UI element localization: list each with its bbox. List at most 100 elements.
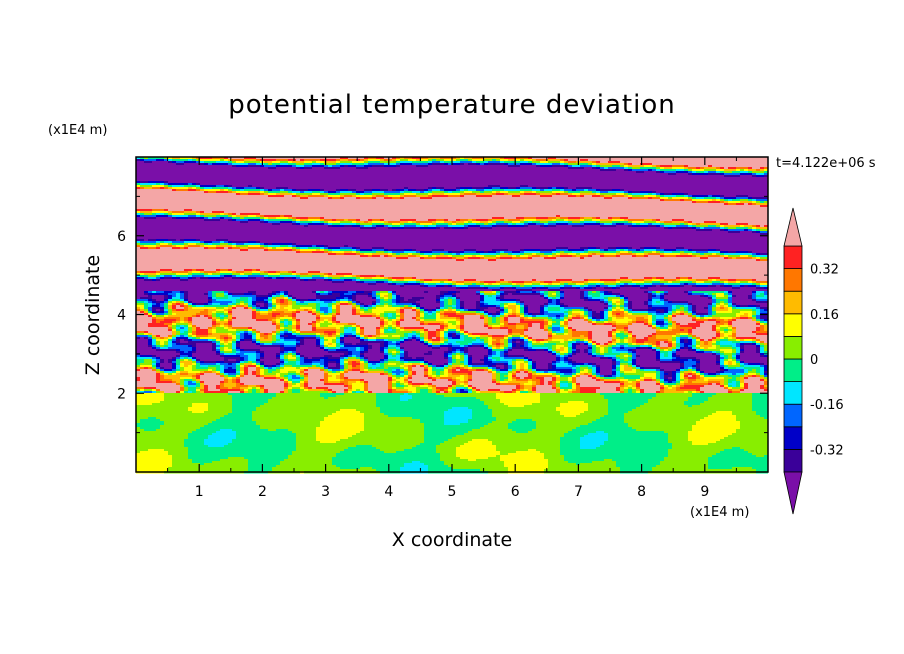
contour-cell <box>596 319 600 322</box>
contour-cell <box>568 327 572 330</box>
contour-cell <box>288 297 292 300</box>
contour-cell <box>224 291 228 294</box>
contour-cell <box>456 319 460 322</box>
contour-cell <box>156 271 160 274</box>
contour-cell <box>468 335 480 338</box>
contour-cell <box>404 307 412 310</box>
contour-cell <box>512 333 520 336</box>
contour-cell <box>696 341 700 344</box>
contour-cell <box>316 161 324 164</box>
contour-cell <box>244 303 248 306</box>
contour-cell <box>212 157 224 160</box>
contour-cell <box>360 309 364 312</box>
contour-cell <box>564 317 568 320</box>
contour-cell <box>648 301 652 304</box>
contour-cell <box>296 275 300 278</box>
contour-cell <box>188 317 192 320</box>
contour-cell <box>512 285 520 288</box>
contour-cell <box>444 325 448 328</box>
contour-cell <box>160 183 164 186</box>
contour-cell <box>380 351 384 354</box>
contour-cell <box>500 289 516 292</box>
contour-cell <box>608 315 612 318</box>
contour-cell <box>552 255 556 258</box>
contour-cell <box>480 311 484 314</box>
contour-cell <box>320 219 324 222</box>
contour-cell <box>484 281 496 284</box>
contour-cell <box>336 159 340 162</box>
contour-cell <box>652 301 656 304</box>
contour-cell <box>444 321 448 324</box>
contour-cell <box>492 337 504 340</box>
contour-cell <box>404 327 424 330</box>
contour-cell <box>136 201 692 204</box>
contour-cell <box>456 287 460 290</box>
contour-cell <box>176 339 180 342</box>
contour-cell <box>144 293 148 296</box>
contour-cell <box>388 339 400 342</box>
contour-cell <box>156 215 168 218</box>
contour-cell <box>756 255 768 258</box>
contour-cell <box>652 347 656 350</box>
contour-cell <box>632 163 640 166</box>
contour-cell <box>172 247 180 250</box>
contour-cell <box>532 317 548 320</box>
contour-cell <box>180 339 184 342</box>
contour-cell <box>204 293 208 296</box>
contour-cell <box>656 343 660 346</box>
contour-cell <box>312 311 316 314</box>
contour-cell <box>652 323 656 326</box>
contour-cell <box>380 349 384 352</box>
contour-cell <box>188 295 208 298</box>
contour-cell <box>492 343 496 346</box>
contour-cell <box>556 193 560 196</box>
contour-cell <box>320 337 324 340</box>
contour-cell <box>216 245 232 248</box>
contour-cell <box>532 341 536 344</box>
contour-cell <box>556 221 568 224</box>
contour-cell <box>556 333 564 336</box>
contour-cell <box>196 343 212 346</box>
contour-cell <box>644 253 648 256</box>
contour-cell <box>728 309 732 312</box>
contour-cell <box>292 297 296 300</box>
contour-cell <box>492 353 496 356</box>
contour-cell <box>672 251 680 254</box>
contour-cell <box>664 251 672 254</box>
contour-cell <box>640 247 644 250</box>
contour-cell <box>572 347 576 350</box>
contour-cell <box>628 217 768 220</box>
contour-cell <box>212 319 216 322</box>
contour-cell <box>228 311 232 314</box>
contour-cell <box>516 325 524 328</box>
contour-cell <box>680 313 684 316</box>
contour-cell <box>220 273 232 276</box>
contour-cell <box>412 303 416 306</box>
contour-cell <box>720 329 724 332</box>
contour-cell <box>340 223 356 226</box>
contour-cell <box>444 351 448 354</box>
contour-cell <box>452 301 456 304</box>
contour-cell <box>488 319 492 322</box>
contour-cell <box>376 317 380 320</box>
contour-cell <box>356 191 364 194</box>
contour-cell <box>296 327 300 330</box>
contour-cell <box>356 309 360 312</box>
contour-cell <box>192 159 196 162</box>
contour-cell <box>388 347 396 350</box>
contour-cell <box>720 327 728 330</box>
contour-cell <box>612 223 616 226</box>
contour-cell <box>728 297 732 300</box>
contour-cell <box>288 291 312 294</box>
contour-cell <box>440 339 444 342</box>
contour-cell <box>504 309 508 312</box>
contour-cell <box>756 347 760 350</box>
contour-cell <box>192 337 196 340</box>
contour-cell <box>680 337 688 340</box>
contour-cell <box>576 345 588 348</box>
contour-cell <box>356 221 364 224</box>
contour-cell <box>500 281 508 284</box>
contour-cell <box>256 319 268 322</box>
contour-cell <box>520 311 524 314</box>
contour-cell <box>292 315 296 318</box>
